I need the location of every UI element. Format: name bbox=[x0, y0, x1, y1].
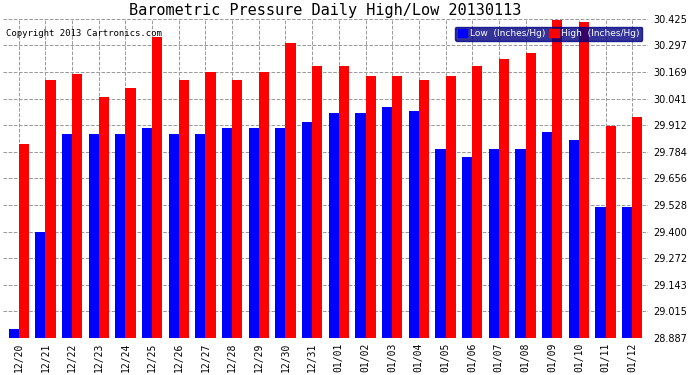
Bar bbox=[232, 80, 242, 338]
Legend: Low  (Inches/Hg), High  (Inches/Hg): Low (Inches/Hg), High (Inches/Hg) bbox=[455, 27, 642, 41]
Bar bbox=[88, 134, 99, 338]
Bar bbox=[526, 53, 535, 338]
Bar bbox=[222, 128, 232, 338]
Bar bbox=[19, 144, 29, 338]
Bar bbox=[9, 329, 19, 338]
Bar bbox=[275, 128, 286, 338]
Title: Barometric Pressure Daily High/Low 20130113: Barometric Pressure Daily High/Low 20130… bbox=[129, 3, 522, 18]
Bar bbox=[206, 72, 215, 338]
Bar bbox=[446, 76, 455, 338]
Bar bbox=[179, 80, 189, 338]
Bar bbox=[126, 88, 136, 338]
Bar bbox=[259, 72, 269, 338]
Bar bbox=[142, 128, 152, 338]
Bar bbox=[99, 97, 109, 338]
Bar bbox=[152, 37, 162, 338]
Bar bbox=[489, 148, 499, 338]
Bar bbox=[392, 76, 402, 338]
Bar bbox=[569, 140, 579, 338]
Bar bbox=[419, 80, 429, 338]
Bar bbox=[499, 59, 509, 338]
Bar bbox=[472, 66, 482, 338]
Bar bbox=[328, 113, 339, 338]
Text: Copyright 2013 Cartronics.com: Copyright 2013 Cartronics.com bbox=[6, 28, 162, 38]
Bar bbox=[408, 111, 419, 338]
Bar bbox=[595, 207, 606, 338]
Bar bbox=[355, 113, 366, 338]
Bar bbox=[339, 66, 349, 338]
Bar bbox=[462, 157, 472, 338]
Bar bbox=[72, 74, 82, 338]
Bar bbox=[632, 117, 642, 338]
Bar bbox=[622, 207, 632, 338]
Bar bbox=[168, 134, 179, 338]
Bar bbox=[286, 43, 295, 338]
Bar bbox=[579, 22, 589, 338]
Bar bbox=[195, 134, 206, 338]
Bar bbox=[542, 132, 552, 338]
Bar bbox=[382, 107, 392, 338]
Bar bbox=[515, 148, 526, 338]
Bar bbox=[312, 66, 322, 338]
Bar bbox=[366, 76, 375, 338]
Bar bbox=[302, 122, 312, 338]
Bar bbox=[35, 232, 46, 338]
Bar bbox=[606, 126, 615, 338]
Bar bbox=[552, 20, 562, 338]
Bar bbox=[115, 134, 126, 338]
Bar bbox=[248, 128, 259, 338]
Bar bbox=[46, 80, 56, 338]
Bar bbox=[435, 148, 446, 338]
Bar bbox=[62, 134, 72, 338]
